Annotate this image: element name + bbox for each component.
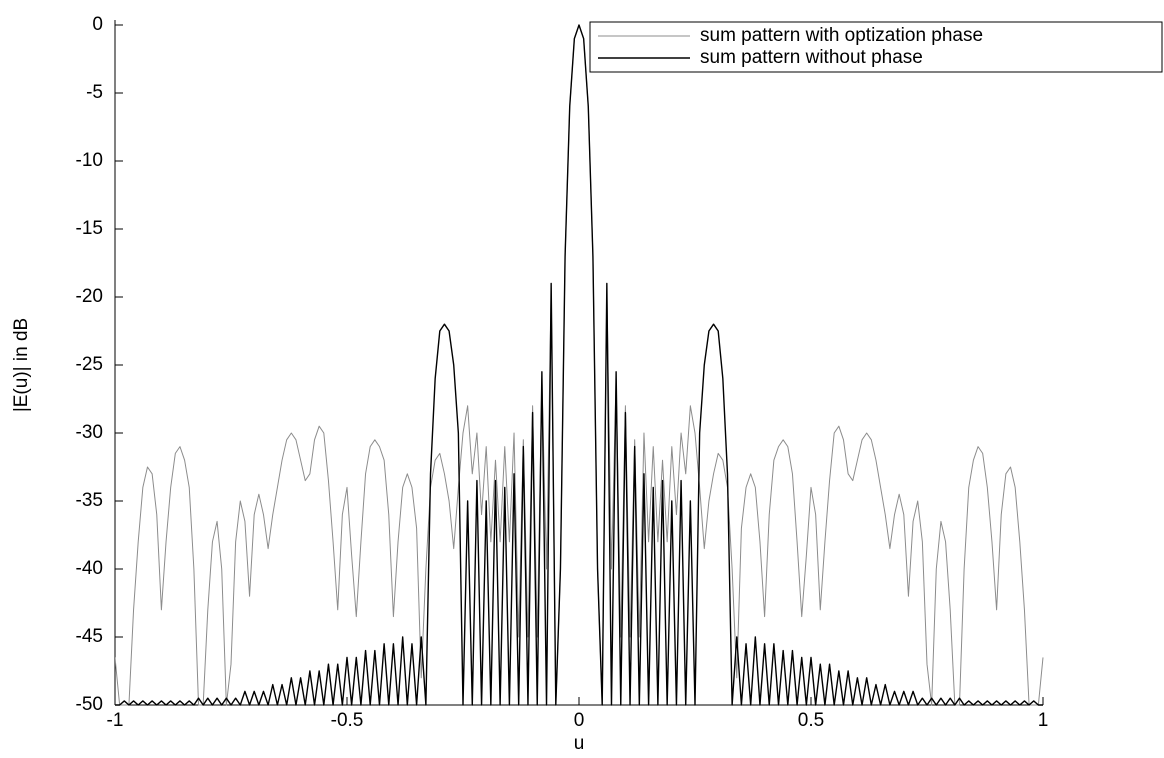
legend-label: sum pattern with optization phase bbox=[700, 25, 983, 46]
x-tick-label: 1 bbox=[1038, 710, 1049, 731]
legend-box bbox=[589, 21, 1163, 73]
y-tick-label: 0 bbox=[92, 14, 103, 35]
y-tick-label: -20 bbox=[76, 286, 103, 307]
x-axis-label: u bbox=[574, 733, 585, 754]
legend-label: sum pattern without phase bbox=[700, 47, 923, 68]
x-tick-label: 0 bbox=[574, 710, 585, 731]
y-tick-label: -30 bbox=[76, 422, 103, 443]
y-tick-label: -50 bbox=[76, 694, 103, 715]
series-line bbox=[115, 24, 1043, 706]
y-axis-label: |E(u)| in dB bbox=[11, 318, 32, 412]
y-tick-label: -40 bbox=[76, 558, 103, 579]
y-tick-label: -5 bbox=[86, 82, 103, 103]
y-tick-label: -15 bbox=[76, 218, 103, 239]
y-tick-label: -10 bbox=[76, 150, 103, 171]
x-tick-label: 0.5 bbox=[798, 710, 824, 731]
x-tick-label: -0.5 bbox=[331, 710, 364, 731]
y-tick-label: -35 bbox=[76, 490, 103, 511]
y-tick-label: -25 bbox=[76, 354, 103, 375]
x-tick-label: -1 bbox=[107, 710, 124, 731]
y-tick-label: -45 bbox=[76, 626, 103, 647]
series-line bbox=[115, 24, 1044, 706]
plot-area bbox=[115, 24, 1044, 706]
